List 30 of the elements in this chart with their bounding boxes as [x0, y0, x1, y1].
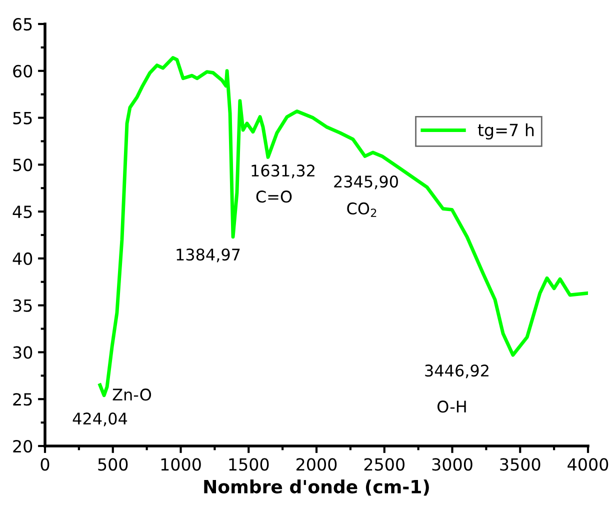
legend-label: tg=7 h: [478, 123, 534, 140]
y-tick-label: 35: [13, 299, 32, 312]
annotation: CO$_{2}$: [347, 202, 376, 217]
y-tick-label: 55: [13, 112, 32, 124]
y-tick-label: 45: [12, 206, 32, 218]
y-tick-label: 40: [12, 252, 32, 266]
annotation: 3446,92: [425, 364, 488, 378]
annotation: C=O: [256, 190, 292, 203]
annotation: O-H: [438, 400, 466, 413]
x-tick-label: 0: [40, 458, 50, 471]
y-tick-label: 20: [13, 440, 32, 453]
x-tick-label: 1500: [229, 458, 269, 471]
y-tick-label: 25: [13, 393, 32, 406]
y-tick-label: 65: [13, 18, 32, 31]
y-tick-label: 60: [13, 64, 32, 78]
x-tick-label: 3500: [500, 458, 540, 471]
annotation: 1384,97: [176, 248, 240, 262]
annotation: 2345,90: [334, 176, 398, 190]
x-axis-title: Nombre d'onde (cm-1): [204, 479, 429, 496]
x-tick-label: 4000: [568, 458, 608, 471]
x-tick-label: 2500: [364, 458, 404, 471]
x-tick-label: 1000: [161, 458, 201, 471]
annotation: 424,04: [72, 412, 128, 426]
annotation: Zn-O: [112, 388, 152, 401]
x-tick-label: 3000: [432, 458, 472, 471]
y-tick-label: 50: [13, 158, 32, 172]
x-tick-label: 2000: [296, 458, 337, 471]
y-tick-label: 30: [13, 346, 32, 359]
x-tick-label: 500: [98, 458, 128, 471]
annotation: 1631,32: [252, 164, 314, 178]
